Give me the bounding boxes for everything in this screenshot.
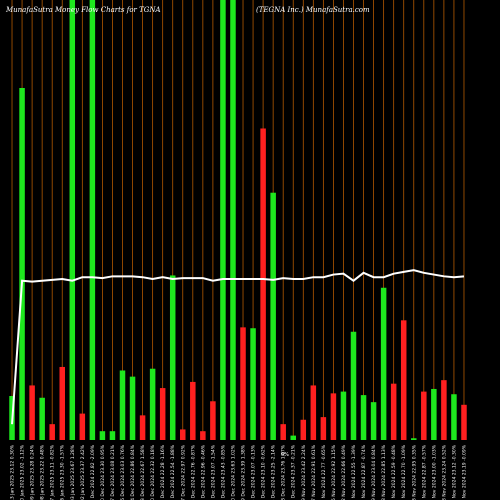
bar bbox=[421, 391, 427, 440]
bar bbox=[39, 397, 45, 440]
bar bbox=[180, 429, 186, 440]
x-tick-label: Thu 26 Dec 2024 23.03 0.76% bbox=[120, 444, 126, 500]
bar-series bbox=[9, 0, 467, 441]
bar bbox=[290, 435, 296, 440]
x-tick-label: Mon 06 Jan 2025 23.30 -1.57% bbox=[60, 444, 66, 500]
x-tick-label: Fri 27 Dec 2024 23.08 0.21% bbox=[110, 444, 116, 500]
x-tick-label: Fri 06 Dec 2024 23.07 -0.13% bbox=[251, 444, 257, 500]
x-tick-label: Wed 08 Jan 2025 23.22 0.48% bbox=[40, 444, 46, 500]
zero-label: 0% bbox=[281, 452, 289, 458]
bar bbox=[129, 376, 136, 440]
x-tick-label: Mon 25 Nov 2024 22.92 1.15% bbox=[331, 444, 337, 500]
bar bbox=[360, 395, 367, 440]
bar bbox=[119, 370, 126, 440]
chart-title-right: (TEGNA Inc.) MunafaSutra.com bbox=[256, 6, 370, 14]
x-tick-label: Tue 19 Nov 2024 23.04 0.84% bbox=[371, 444, 377, 500]
x-tick-label: Mon 11 Nov 2024 23.00 -1.03% bbox=[431, 444, 437, 500]
bar bbox=[441, 380, 447, 440]
bar bbox=[69, 0, 76, 440]
bar bbox=[451, 394, 457, 440]
bar bbox=[139, 415, 146, 440]
x-tick-label: Tue 26 Nov 2024 22.77 -0.65% bbox=[321, 444, 327, 500]
x-tick-label: Thu 14 Nov 2024 22.70 -1.09% bbox=[401, 444, 407, 500]
bar bbox=[79, 413, 86, 440]
x-tick-label: Mon 18 Nov 2024 22.85 1.13% bbox=[381, 444, 387, 500]
bar bbox=[300, 419, 307, 440]
bar bbox=[210, 401, 216, 440]
bar bbox=[340, 391, 347, 440]
x-axis-tick-labels: Mon 13 Jan 2025 23.12 0.30% Fri 10 Jan 20… bbox=[10, 444, 468, 500]
x-tick-label: Tue 07 Jan 2025 23.11 -0.82% bbox=[50, 444, 56, 500]
bar bbox=[169, 275, 176, 440]
bar bbox=[370, 402, 377, 440]
bar bbox=[411, 438, 417, 440]
bar bbox=[200, 431, 206, 440]
bar bbox=[461, 404, 467, 440]
x-tick-label: Fri 22 Nov 2024 22.66 0.49% bbox=[341, 444, 347, 500]
x-tick-label: Wed 06 Nov 2024 23.19 -0.09% bbox=[461, 444, 467, 500]
x-tick-label: Thu 05 Dec 2024 23.10 -0.62% bbox=[261, 444, 267, 500]
bar bbox=[330, 393, 337, 440]
x-tick-label: Tue 17 Dec 2024 22.97 0.92% bbox=[180, 444, 186, 500]
x-tick-label: Thu 07 Nov 2024 23.12 -0.30% bbox=[451, 444, 457, 500]
x-tick-label: Mon 02 Dec 2024 23.37 -0.21% bbox=[291, 444, 297, 500]
x-tick-label: Mon 16 Dec 2024 22.76 -0.87% bbox=[190, 444, 196, 500]
x-tick-label: Thu 19 Dec 2024 22.28 -1.16% bbox=[160, 444, 166, 500]
bar bbox=[320, 417, 327, 440]
bar bbox=[19, 88, 25, 440]
x-tick-label: Wed 27 Nov 2024 22.91 0.61% bbox=[311, 444, 317, 500]
bar bbox=[240, 327, 246, 440]
x-tick-label: Tue 31 Dec 2024 22.82 -2.09% bbox=[90, 444, 96, 500]
x-tick-label: Wed 13 Nov 2024 22.95 0.35% bbox=[411, 444, 417, 500]
x-tick-label: Tue 12 Nov 2024 22.87 -0.57% bbox=[421, 444, 427, 500]
bar bbox=[270, 192, 276, 440]
bar bbox=[109, 431, 116, 440]
x-tick-label: Thu 09 Jan 2025 23.28 0.24% bbox=[30, 444, 36, 500]
x-tick-label: Fri 03 Jan 2025 23.67 1.28% bbox=[70, 444, 76, 500]
x-tick-label: Mon 09 Dec 2024 23.39 1.38% bbox=[241, 444, 247, 500]
x-tick-label: Tue 10 Dec 2024 23.63 1.02% bbox=[230, 444, 236, 500]
x-tick-label: Fri 15 Nov 2024 22.59 -0.48% bbox=[391, 444, 397, 500]
bar bbox=[59, 366, 65, 440]
bar bbox=[380, 287, 387, 440]
x-tick-label: Fri 20 Dec 2024 22.32 0.18% bbox=[150, 444, 156, 500]
x-tick-label: Fri 13 Dec 2024 22.96 -0.46% bbox=[200, 444, 206, 500]
x-tick-label: Mon 23 Dec 2024 22.67 1.58% bbox=[140, 444, 146, 500]
x-tick-label: Wed 20 Nov 2024 22.87 -0.74% bbox=[361, 444, 367, 500]
x-tick-label: Mon 13 Jan 2025 23.12 0.30% bbox=[10, 444, 16, 500]
bar bbox=[260, 128, 266, 441]
bar bbox=[280, 424, 286, 440]
bar bbox=[190, 381, 196, 440]
x-tick-label: Wed 04 Dec 2024 23.25 -2.14% bbox=[271, 444, 277, 500]
x-tick-label: Tue 03 Dec 2024 23.76 1.67% bbox=[281, 444, 287, 500]
bar bbox=[390, 383, 397, 440]
x-tick-label: Mon 30 Dec 2024 23.30 0.95% bbox=[100, 444, 106, 500]
bar bbox=[49, 424, 55, 440]
money-flow-line bbox=[11, 269, 465, 425]
bar bbox=[29, 385, 35, 440]
x-tick-label: Wed 18 Dec 2024 22.54 -1.88% bbox=[170, 444, 176, 500]
x-tick-label: Fri 10 Jan 2025 23.02 -1.12% bbox=[20, 444, 26, 500]
x-tick-label: Thu 21 Nov 2024 22.55 -1.39% bbox=[351, 444, 357, 500]
bar bbox=[400, 320, 407, 440]
bar bbox=[250, 328, 256, 440]
bar bbox=[220, 0, 226, 440]
x-tick-label: Thu 02 Jan 2025 23.37 2.42% bbox=[80, 444, 86, 500]
bar bbox=[310, 385, 317, 440]
bar bbox=[149, 368, 156, 440]
chart-title-left: MunafaSutra Money Flow Charts for TGNA bbox=[5, 6, 161, 14]
bar bbox=[230, 0, 236, 440]
x-tick-label: Tue 24 Dec 2024 22.86 0.84% bbox=[130, 444, 136, 500]
bar bbox=[99, 431, 106, 440]
x-tick-label: Wed 11 Dec 2024 23.43 -0.85% bbox=[220, 444, 226, 500]
bar bbox=[159, 388, 166, 440]
bar bbox=[431, 388, 437, 440]
x-tick-label: Fri 08 Nov 2024 23.24 0.52% bbox=[441, 444, 447, 500]
bar bbox=[350, 331, 357, 440]
x-tick-label: Thu 12 Dec 2024 23.07 -1.54% bbox=[210, 444, 216, 500]
x-tick-label: Fri 29 Nov 2024 23.42 2.24% bbox=[301, 444, 307, 500]
bar bbox=[89, 0, 96, 440]
